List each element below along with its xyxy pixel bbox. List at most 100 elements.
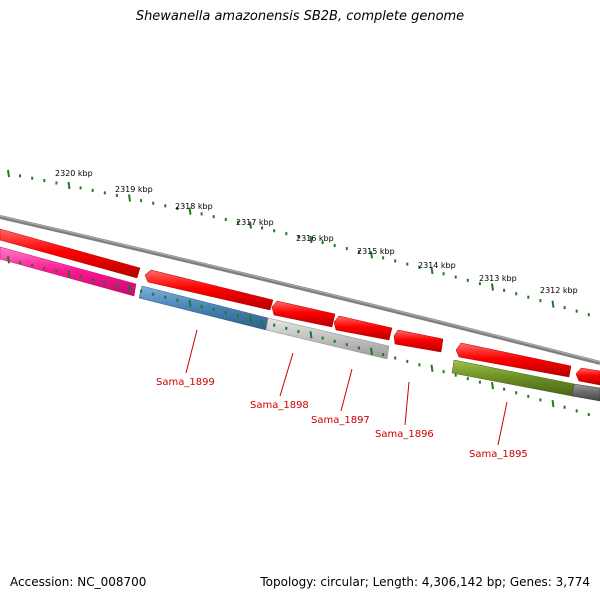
ruler-dot	[382, 256, 385, 260]
ruler-dot	[200, 304, 203, 308]
ruler-dot	[297, 330, 300, 334]
ruler-dot	[503, 288, 506, 292]
ruler-dot	[515, 292, 518, 296]
ruler-tick	[551, 399, 555, 408]
ruler-dot	[115, 193, 118, 197]
label-leaders	[185, 329, 508, 446]
ruler-dot	[539, 299, 542, 303]
ruler-tick	[67, 270, 71, 278]
ruler-dot	[152, 292, 155, 296]
gene-arrow[interactable]	[333, 315, 393, 341]
ruler-dot	[164, 295, 167, 299]
ruler-dot	[261, 226, 264, 230]
ruler-dot	[321, 241, 324, 245]
gene-arrow[interactable]	[271, 300, 336, 328]
ruler-dot	[31, 263, 34, 267]
ruler-dot	[357, 346, 360, 350]
ruler-tick	[249, 221, 252, 229]
ruler-dot	[176, 207, 179, 211]
ruler-dot	[103, 280, 106, 284]
ruler-tick	[309, 235, 313, 244]
gene-arrow[interactable]	[455, 342, 572, 378]
ruler-dot	[466, 377, 469, 381]
ruler-dot	[527, 394, 530, 398]
ruler-dot	[587, 313, 590, 317]
ruler-dot	[454, 275, 457, 279]
ruler-dot	[212, 215, 215, 219]
ruler-tick	[128, 284, 131, 292]
ruler-tick	[7, 169, 10, 178]
ruler-dot	[273, 323, 276, 327]
ruler-label: 2319 kbp	[115, 185, 153, 194]
ruler-dot	[31, 176, 34, 180]
feature-track	[0, 246, 600, 402]
ruler-dot	[442, 272, 445, 276]
ruler-dot	[152, 201, 155, 205]
ruler-label: 2316 kbp	[296, 234, 334, 243]
ruler-dot	[55, 181, 58, 185]
forward-gene-track	[0, 228, 600, 386]
gene-label: Sama_1897	[311, 415, 370, 426]
ruler-tick	[551, 300, 555, 308]
ruler-dot	[236, 220, 239, 224]
topology-text: Topology: circular; Length: 4,306,142 bp…	[260, 575, 590, 589]
feature-gray[interactable]	[571, 383, 600, 402]
ruler-dot	[55, 269, 58, 273]
ruler-dot	[587, 413, 590, 417]
ruler-dot	[43, 266, 46, 270]
gene-arrow[interactable]	[0, 228, 141, 279]
gene-arrow[interactable]	[393, 329, 444, 353]
ruler-dot	[115, 283, 118, 287]
ruler-dot	[285, 326, 288, 330]
ruler-dot	[478, 380, 481, 384]
ruler-dot	[333, 244, 336, 248]
ruler-dot	[140, 199, 143, 203]
ruler-tick	[491, 283, 494, 291]
ruler-dot	[140, 289, 143, 293]
gene-arrow[interactable]	[575, 367, 600, 386]
ruler-label: 2320 kbp	[55, 169, 93, 178]
ruler-dot	[406, 359, 409, 363]
ruler-dot	[563, 405, 566, 409]
ruler-tick	[370, 251, 373, 259]
ruler-dot	[563, 306, 566, 310]
ruler-dot	[394, 356, 397, 360]
ruler-dot	[394, 259, 397, 263]
ruler-dot	[406, 262, 409, 266]
ruler-dot	[79, 275, 82, 279]
kbp-ruler: 2320 kbp 2319 kbp 2318 kbp 2317 kbp 2316…	[7, 169, 590, 317]
ruler-tick	[309, 331, 313, 339]
ruler-dot	[273, 229, 276, 233]
ruler-tick	[430, 266, 434, 275]
ruler-dot	[164, 204, 167, 208]
ruler-tick	[7, 256, 10, 264]
genome-backbone	[0, 215, 600, 365]
ruler-label: 2314 kbp	[418, 261, 456, 270]
ruler-dot	[575, 409, 578, 413]
gene-label: Sama_1895	[469, 449, 528, 460]
ruler-label: 2313 kbp	[479, 274, 517, 283]
ruler-dot	[200, 212, 203, 216]
gene-label: Sama_1899	[156, 377, 215, 388]
ruler-dot	[91, 188, 94, 192]
ruler-dot	[382, 353, 385, 357]
ruler-dot	[212, 307, 215, 311]
accession-text: Accession: NC_008700	[10, 575, 147, 589]
ruler-dot	[333, 339, 336, 343]
ruler-dot	[418, 265, 421, 269]
ruler-tick	[67, 181, 71, 190]
gene-label: Sama_1898	[250, 400, 309, 411]
ruler-dot	[539, 398, 542, 402]
ruler-dot	[19, 174, 22, 178]
ruler-dot	[345, 247, 348, 251]
ruler-dot	[103, 191, 106, 195]
gene-arrow[interactable]	[144, 269, 274, 311]
ruler-label: 2317 kbp	[236, 218, 274, 227]
ruler-dot	[575, 309, 578, 313]
ruler-dot	[224, 311, 227, 315]
bottom-ruler	[7, 256, 590, 417]
ruler-dot	[43, 179, 46, 183]
ruler-dot	[91, 278, 94, 282]
ruler-dot	[454, 373, 457, 377]
